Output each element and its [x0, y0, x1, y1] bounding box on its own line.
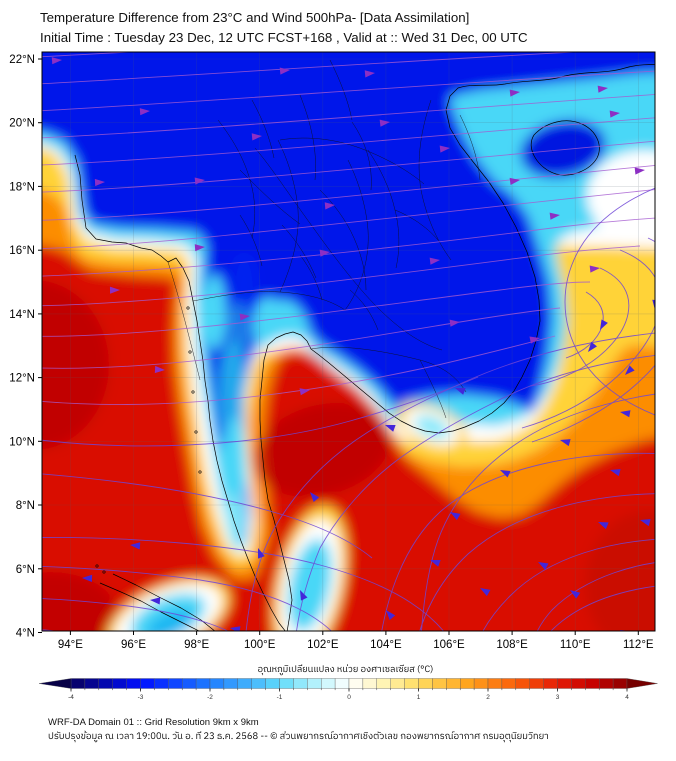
svg-text:1: 1: [417, 694, 421, 701]
svg-text:112°E: 112°E: [623, 639, 654, 651]
svg-text:0: 0: [347, 694, 351, 701]
svg-text:104°E: 104°E: [370, 639, 402, 651]
svg-text:102°E: 102°E: [307, 639, 339, 651]
svg-text:WRF-DA Domain 01 :: Grid Resol: WRF-DA Domain 01 :: Grid Resolution 9km …: [48, 717, 259, 728]
svg-text:-4: -4: [68, 694, 74, 701]
svg-text:22°N: 22°N: [9, 54, 35, 66]
svg-text:8°N: 8°N: [16, 500, 35, 512]
svg-text:98°E: 98°E: [184, 639, 209, 651]
svg-text:18°N: 18°N: [9, 181, 35, 193]
svg-text:94°E: 94°E: [58, 639, 83, 651]
svg-text:20°N: 20°N: [9, 118, 35, 130]
svg-text:-1: -1: [277, 694, 283, 701]
svg-text:10°N: 10°N: [9, 436, 35, 448]
svg-text:-3: -3: [138, 694, 144, 701]
svg-text:12°N: 12°N: [9, 373, 35, 385]
svg-text:4: 4: [625, 694, 629, 701]
svg-text:106°E: 106°E: [433, 639, 465, 651]
svg-text:100°E: 100°E: [244, 639, 276, 651]
svg-text:-2: -2: [207, 694, 213, 701]
svg-text:108°E: 108°E: [496, 639, 528, 651]
svg-text:4°N: 4°N: [16, 628, 35, 640]
svg-text:14°N: 14°N: [9, 309, 35, 321]
svg-text:16°N: 16°N: [9, 245, 35, 257]
svg-text:110°E: 110°E: [560, 639, 591, 651]
svg-text:96°E: 96°E: [121, 639, 146, 651]
svg-text:6°N: 6°N: [16, 564, 35, 576]
svg-text:2: 2: [486, 694, 490, 701]
svg-text:Initial Time : Tuesday 23 Dec,: Initial Time : Tuesday 23 Dec, 12 UTC FC…: [40, 30, 528, 45]
svg-text:Temperature Difference from 23: Temperature Difference from 23°C and Win…: [40, 10, 469, 25]
svg-text:3: 3: [556, 694, 560, 701]
